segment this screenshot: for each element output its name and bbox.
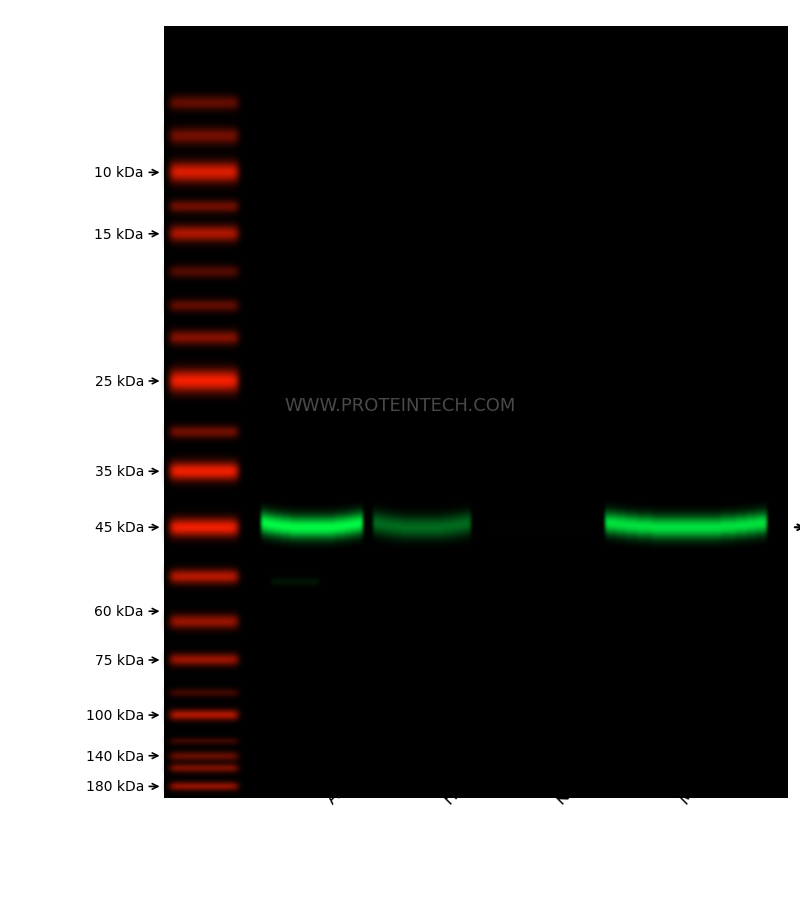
Text: K-562: K-562 [551, 761, 597, 807]
Text: 45 kDa: 45 kDa [94, 520, 144, 535]
Text: 180 kDa: 180 kDa [86, 779, 144, 794]
Text: WWW.PROTEINTECH.COM: WWW.PROTEINTECH.COM [284, 397, 516, 415]
FancyBboxPatch shape [164, 27, 788, 798]
Text: 35 kDa: 35 kDa [94, 465, 144, 479]
Text: 140 kDa: 140 kDa [86, 749, 144, 763]
Text: MCF-7: MCF-7 [675, 758, 725, 807]
Text: A431: A431 [323, 764, 366, 807]
Text: 60 kDa: 60 kDa [94, 604, 144, 619]
Text: 10 kDa: 10 kDa [94, 166, 144, 180]
Text: 100 kDa: 100 kDa [86, 708, 144, 723]
Text: 75 kDa: 75 kDa [94, 653, 144, 667]
Text: 15 kDa: 15 kDa [94, 227, 144, 242]
Text: HeLa: HeLa [439, 765, 482, 807]
Text: 25 kDa: 25 kDa [94, 374, 144, 389]
